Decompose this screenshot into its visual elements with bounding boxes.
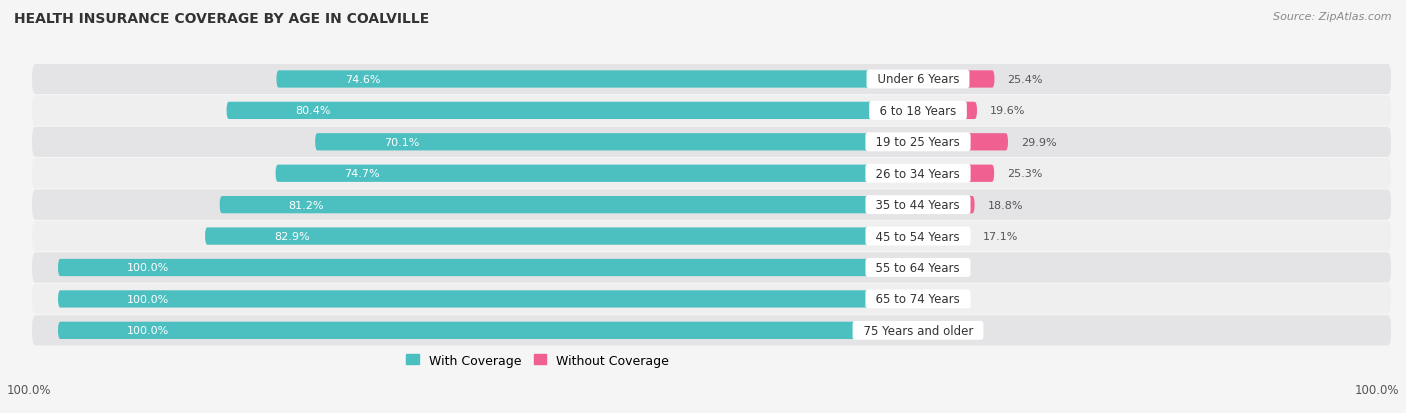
FancyBboxPatch shape [918, 228, 970, 245]
FancyBboxPatch shape [277, 71, 918, 88]
FancyBboxPatch shape [276, 165, 918, 183]
FancyBboxPatch shape [32, 96, 1391, 126]
Text: 25.3%: 25.3% [1007, 169, 1042, 179]
FancyBboxPatch shape [32, 221, 1391, 252]
Text: 6 to 18 Years: 6 to 18 Years [872, 104, 965, 118]
FancyBboxPatch shape [32, 284, 1391, 314]
Text: 17.1%: 17.1% [983, 232, 1018, 242]
FancyBboxPatch shape [918, 102, 977, 120]
Text: 100.0%: 100.0% [1354, 384, 1399, 396]
Text: 18.8%: 18.8% [987, 200, 1024, 210]
Text: 100.0%: 100.0% [127, 294, 169, 304]
FancyBboxPatch shape [58, 291, 918, 308]
FancyBboxPatch shape [32, 316, 1391, 346]
Text: 0.0%: 0.0% [931, 294, 959, 304]
Text: 100.0%: 100.0% [7, 384, 52, 396]
Text: 80.4%: 80.4% [295, 106, 330, 116]
Text: 0.0%: 0.0% [931, 325, 959, 335]
FancyBboxPatch shape [918, 291, 943, 308]
Text: 45 to 54 Years: 45 to 54 Years [869, 230, 967, 243]
FancyBboxPatch shape [315, 134, 918, 151]
Text: Source: ZipAtlas.com: Source: ZipAtlas.com [1274, 12, 1392, 22]
Text: 29.9%: 29.9% [1021, 138, 1056, 147]
FancyBboxPatch shape [918, 322, 943, 339]
Text: 74.7%: 74.7% [344, 169, 380, 179]
FancyBboxPatch shape [226, 102, 918, 120]
FancyBboxPatch shape [58, 259, 918, 276]
Text: 75 Years and older: 75 Years and older [856, 324, 980, 337]
FancyBboxPatch shape [918, 71, 994, 88]
Text: 25.4%: 25.4% [1007, 75, 1043, 85]
Text: 82.9%: 82.9% [274, 232, 309, 242]
Text: HEALTH INSURANCE COVERAGE BY AGE IN COALVILLE: HEALTH INSURANCE COVERAGE BY AGE IN COAL… [14, 12, 429, 26]
Text: 35 to 44 Years: 35 to 44 Years [869, 199, 967, 211]
FancyBboxPatch shape [918, 259, 943, 276]
FancyBboxPatch shape [32, 190, 1391, 220]
Text: 0.0%: 0.0% [931, 263, 959, 273]
FancyBboxPatch shape [219, 197, 918, 214]
Text: 70.1%: 70.1% [384, 138, 419, 147]
Legend: With Coverage, Without Coverage: With Coverage, Without Coverage [402, 349, 675, 372]
Text: 81.2%: 81.2% [288, 200, 323, 210]
FancyBboxPatch shape [918, 197, 974, 214]
FancyBboxPatch shape [918, 165, 994, 183]
FancyBboxPatch shape [58, 322, 918, 339]
Text: 55 to 64 Years: 55 to 64 Years [869, 261, 967, 274]
FancyBboxPatch shape [32, 159, 1391, 189]
Text: 26 to 34 Years: 26 to 34 Years [869, 167, 967, 180]
Text: 65 to 74 Years: 65 to 74 Years [869, 293, 967, 306]
Text: Under 6 Years: Under 6 Years [869, 73, 966, 86]
Text: 100.0%: 100.0% [127, 325, 169, 335]
FancyBboxPatch shape [205, 228, 918, 245]
Text: 19.6%: 19.6% [990, 106, 1025, 116]
FancyBboxPatch shape [32, 253, 1391, 283]
Text: 100.0%: 100.0% [127, 263, 169, 273]
FancyBboxPatch shape [32, 128, 1391, 157]
FancyBboxPatch shape [918, 134, 1008, 151]
Text: 74.6%: 74.6% [346, 75, 381, 85]
Text: 19 to 25 Years: 19 to 25 Years [869, 136, 967, 149]
FancyBboxPatch shape [32, 65, 1391, 95]
